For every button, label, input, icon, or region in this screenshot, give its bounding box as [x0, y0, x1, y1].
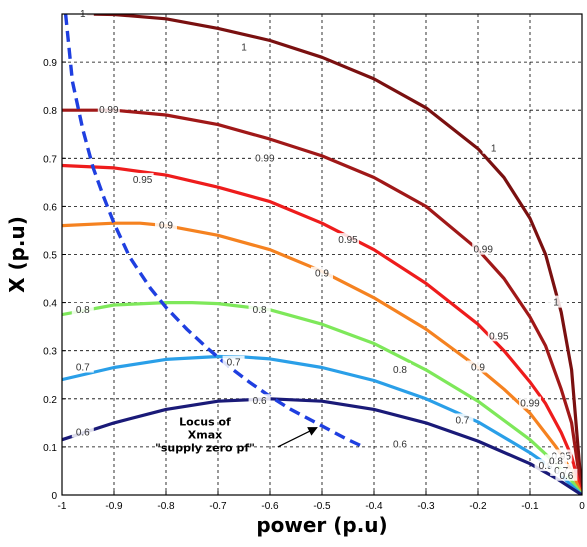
annotation-arrow: [277, 427, 318, 448]
curve-label-0.95: 0.95: [133, 175, 153, 186]
x-tick-label: -0.3: [417, 501, 435, 512]
x-tick-label: -0.5: [313, 501, 331, 512]
locus-annotation-line: "supply zero pf": [155, 441, 255, 454]
y-axis-label: X (p.u): [5, 216, 29, 293]
curve-label-0.9: 0.9: [471, 363, 485, 374]
curve-label-bg: [248, 394, 271, 407]
x-tick-label: -0.2: [469, 501, 487, 512]
curve-label-bg: [472, 242, 495, 255]
y-tick-label: 0.2: [43, 395, 57, 406]
curve-label-bg: [253, 151, 276, 164]
pf-curve-0.6: [62, 397, 582, 495]
pf-curve-0.99: [62, 108, 582, 495]
xmax-locus-curve: [63, 14, 365, 449]
pf-curve-0.7: [62, 354, 582, 495]
curve-label-0.6: 0.6: [253, 396, 267, 407]
locus-annotation-line: Locus of: [179, 415, 231, 428]
y-tick-label: 0.1: [43, 443, 57, 454]
curve-label-0.6: 0.6: [76, 427, 90, 438]
curve-label-0.8: 0.8: [76, 305, 90, 316]
curve-label-bg: [131, 172, 154, 185]
curve-label-bg: [389, 437, 411, 450]
curve-label-0.9: 0.9: [159, 221, 173, 232]
curve-label-0.99: 0.99: [473, 245, 493, 256]
curve-label-0.8: 0.8: [253, 305, 267, 316]
curve-label-0.7: 0.7: [455, 415, 469, 426]
curve-label-bg: [389, 362, 411, 375]
curve-label-bg: [451, 413, 474, 426]
x-tick-label: -0.9: [105, 501, 123, 512]
x-tick-label: -0.8: [157, 501, 175, 512]
curve-label-0.7: 0.7: [227, 358, 241, 369]
curve-label-bg: [487, 329, 510, 342]
curve-label-0.95: 0.95: [489, 331, 509, 342]
curve-label-bg: [482, 141, 505, 154]
x-tick-label: -0.6: [261, 501, 279, 512]
curve-label-0.99: 0.99: [99, 105, 119, 116]
curve-label-bg: [71, 360, 94, 373]
curve-label-0.9: 0.9: [315, 269, 329, 280]
curve-label-0.95: 0.95: [338, 235, 358, 246]
curve-label-1: 1: [241, 43, 247, 54]
curve-label-0.8: 0.8: [393, 365, 407, 376]
curve-label-bg: [222, 355, 245, 368]
y-tick-label: 0.4: [43, 299, 57, 310]
plot-frame: [61, 13, 583, 496]
curve-label-bg: [311, 266, 333, 279]
pf-curve-1: [86, 14, 582, 495]
curve-label-bg: [545, 454, 567, 467]
curve-label-bg: [97, 103, 120, 116]
x-tick-label: -0.4: [365, 501, 383, 512]
pf-curve-0.95: [62, 163, 582, 495]
y-tick-label: 0: [51, 491, 57, 502]
y-tick-label: 0.9: [43, 58, 57, 69]
curve-label-0.6: 0.6: [559, 471, 573, 482]
y-tick-label: 0.3: [43, 347, 57, 358]
y-tick-label: 0.7: [43, 154, 57, 165]
curve-label-0.9: 0.9: [539, 461, 553, 472]
curve-label-bg: [233, 40, 255, 53]
curve-label-bg: [555, 468, 578, 481]
curve-label-bg: [337, 233, 359, 246]
curve-label-0.6: 0.6: [393, 439, 407, 450]
curve-label-bg: [155, 218, 177, 231]
plot-curves: [62, 14, 582, 495]
curve-label-1: 1: [553, 298, 559, 309]
curve-label-bg: [71, 302, 94, 315]
y-tick-label: 0.6: [43, 202, 57, 213]
y-tick-label: 0.5: [43, 251, 57, 262]
curve-label-bg: [71, 425, 94, 438]
x-tick-label: -0.1: [521, 501, 539, 512]
curve-label-1: 1: [491, 144, 497, 155]
pf-curve-0.9: [62, 221, 582, 495]
curve-label-0.7: 0.7: [76, 363, 90, 374]
x-tick-label: -1: [58, 501, 67, 512]
curve-label-bg: [545, 295, 567, 308]
y-tick-label: 0.8: [43, 106, 57, 117]
curve-label-0.8: 0.8: [549, 456, 563, 467]
x-tick-label: 0: [579, 501, 585, 512]
x-tick-label: -0.7: [209, 501, 227, 512]
curve-label-0.99: 0.99: [520, 399, 540, 410]
curve-label-bg: [248, 302, 271, 315]
curve-label-0.99: 0.99: [255, 153, 275, 164]
locus-annotation-line: Xmax: [188, 428, 222, 441]
x-axis-label: power (p.u): [256, 513, 387, 537]
curve-label-bg: [467, 360, 489, 373]
curve-label-bg: [519, 396, 541, 409]
curve-label-bg: [71, 7, 94, 19]
